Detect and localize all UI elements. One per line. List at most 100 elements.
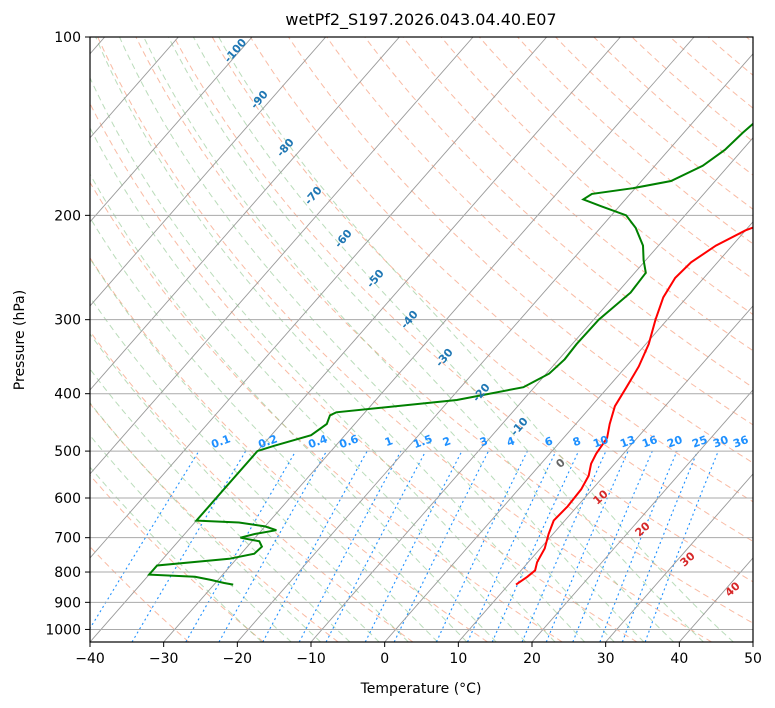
moist-adiabat-line (90, 402, 321, 642)
moist-adiabat-line (192, 37, 704, 642)
isotherm-line (163, 37, 695, 642)
moist-adiabat-line (90, 216, 468, 642)
mixing-ratio-label: 8 (571, 434, 583, 449)
mixing-ratio-label: 36 (731, 433, 750, 451)
x-tick-label: 10 (449, 651, 467, 667)
dry-adiabat-line (90, 102, 638, 642)
profile-line (515, 226, 753, 586)
dry-adiabat-line (135, 37, 753, 624)
mixing-ratio-line (572, 450, 653, 642)
y-tick-label: 700 (54, 531, 81, 547)
mixing-ratio-label: 13 (618, 433, 637, 450)
dry-adiabat-line (90, 181, 563, 642)
mixing-ratio-line (466, 450, 557, 642)
mixing-ratio-label: 6 (543, 434, 555, 449)
mixing-ratio-line (644, 450, 719, 642)
dry-adiabat-line (173, 37, 753, 583)
x-tick-label: 50 (744, 651, 762, 667)
mixing-ratio-line (435, 450, 528, 642)
dry-adiabat-line (249, 37, 753, 503)
mixing-ratio-line (599, 450, 678, 642)
mixing-ratio-label: 20 (665, 433, 684, 451)
moist-adiabat-line (143, 37, 645, 642)
y-tick-label: 600 (54, 491, 81, 507)
isotherm-line (90, 37, 548, 559)
isotherm-line (90, 37, 474, 475)
mixing-ratio-label: 25 (690, 433, 709, 450)
mixing-ratio-label: 0.2 (256, 432, 279, 451)
isotherm-line (90, 37, 327, 307)
mixing-ratio-line (298, 450, 402, 642)
mixing-ratio-label: 4 (505, 434, 517, 449)
y-tick-label: 400 (54, 387, 81, 403)
isotherm-line (605, 473, 753, 642)
isotherm-line (90, 37, 253, 223)
mixing-ratio-label: 0.6 (337, 432, 360, 451)
dry-adiabat-line (97, 37, 712, 642)
mixing-ratio-line (185, 450, 297, 642)
moist-adiabat-line (90, 368, 351, 642)
plot-frame (89, 36, 754, 643)
isotherm-line (90, 37, 621, 642)
mixing-ratio-label: 3 (478, 434, 490, 449)
y-tick-label: 800 (54, 565, 81, 581)
isotherm-line (531, 389, 753, 642)
mixing-ratio-line (325, 450, 427, 642)
mixing-ratio-label: 0.1 (209, 432, 232, 451)
moist-adiabat-line (90, 257, 438, 642)
x-tick-label: −20 (223, 651, 253, 667)
y-tick-label: 100 (54, 30, 81, 46)
moist-adiabat-line (167, 37, 675, 642)
moist-adiabat-line (90, 296, 409, 642)
x-tick-label: 40 (670, 651, 688, 667)
y-tick-label: 500 (54, 444, 81, 460)
dry-adiabat-line (90, 474, 264, 642)
dry-adiabat-line (90, 545, 190, 642)
moist-adiabat-line (90, 333, 380, 642)
mixing-ratio-line (90, 450, 200, 630)
moist-adiabat-line (95, 37, 586, 642)
mixing-ratio-line (262, 450, 368, 642)
isotherm-line (310, 137, 753, 642)
moist-adiabat-line (218, 37, 734, 642)
x-tick-label: 0 (380, 651, 389, 667)
mixing-ratio-label: 16 (640, 433, 659, 451)
moist-adiabat-line (90, 173, 497, 642)
x-tick-label: −30 (149, 651, 179, 667)
y-tick-label: 300 (54, 313, 81, 329)
dry-adiabat-line (90, 256, 488, 642)
chart-title: wetPf2_S197.2026.043.04.40.E07 (285, 10, 556, 30)
moist-adiabat-line (90, 434, 292, 642)
y-axis-title: Pressure (hPa) (12, 290, 28, 390)
mixing-ratio-label: 1 (383, 434, 395, 449)
y-tick-label: 900 (54, 595, 81, 611)
mixing-ratio-line (545, 450, 629, 642)
x-tick-label: 30 (597, 651, 615, 667)
mixing-ratio-line (521, 450, 607, 642)
dry-adiabat-line (288, 37, 753, 464)
dry-adiabat-line (326, 37, 753, 426)
y-tick-label: 1000 (45, 622, 81, 638)
mixing-ratio-label: 10 (591, 433, 610, 451)
moist-adiabat-line (90, 126, 526, 642)
mixing-ratio-label: 1.5 (411, 432, 434, 451)
isotherm-line (90, 37, 400, 391)
mixing-ratio-line (218, 450, 328, 642)
mixing-ratio-label: 2 (441, 434, 453, 449)
mixing-ratio-line (621, 450, 699, 642)
isotherm-line (236, 53, 753, 642)
x-axis-title: Temperature (°C) (360, 681, 482, 697)
mixing-ratio-line (364, 450, 463, 642)
moist-adiabat-line (90, 466, 263, 642)
y-tick-label: 200 (54, 208, 81, 224)
moist-adiabat-line (90, 76, 556, 642)
x-tick-label: −40 (75, 651, 105, 667)
mixing-ratio-label: 30 (711, 433, 730, 451)
mixing-ratio-label: 0.4 (306, 432, 329, 451)
x-tick-label: −10 (296, 651, 326, 667)
moist-adiabat-line (119, 37, 615, 642)
profile-line (146, 122, 753, 586)
x-tick-label: 20 (523, 651, 541, 667)
